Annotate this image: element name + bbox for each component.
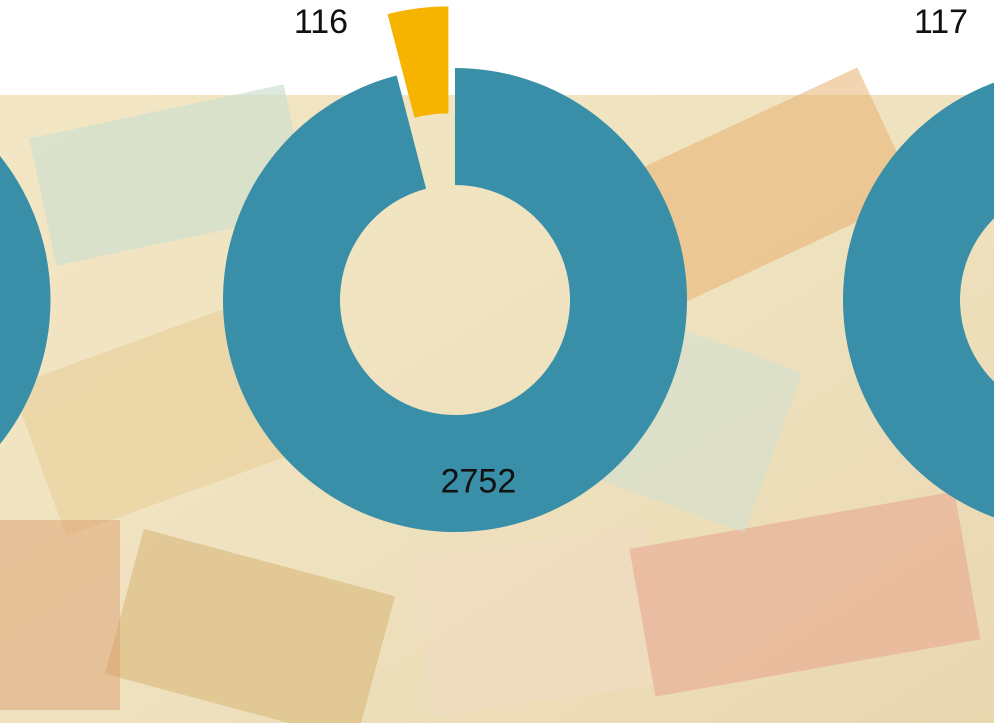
donut-segment: [843, 82, 994, 518]
data-label: 2752: [441, 462, 517, 500]
donut-segment: [387, 6, 449, 118]
data-label: 117: [914, 3, 968, 41]
data-label: 116: [294, 3, 348, 41]
donut-segment: [223, 68, 688, 532]
